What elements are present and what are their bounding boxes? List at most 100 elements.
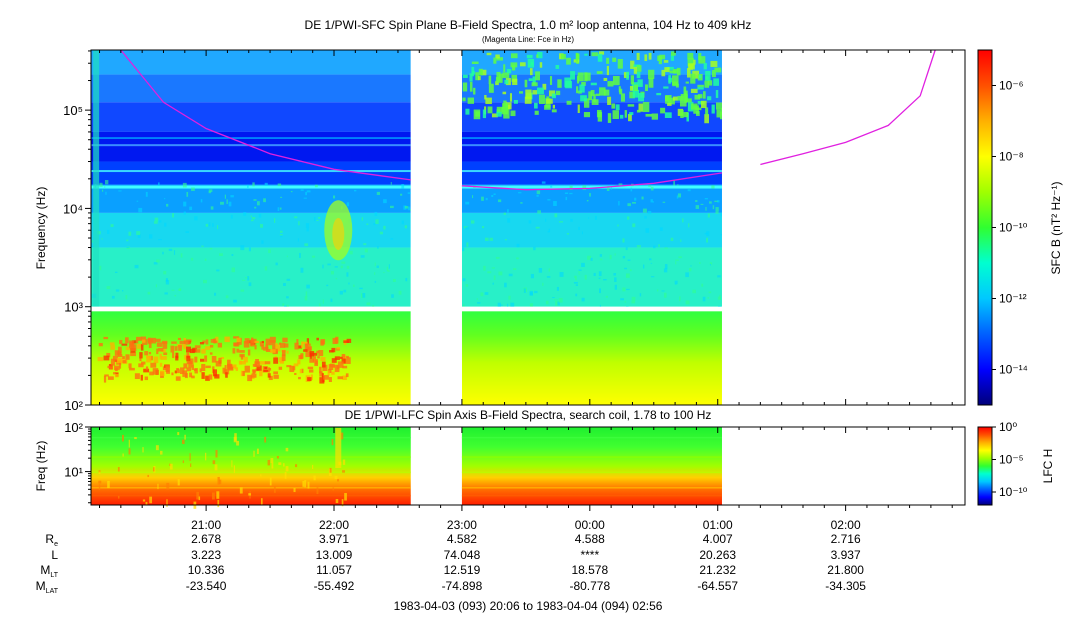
noise-speckle xyxy=(627,259,631,262)
noise-speckle xyxy=(279,234,283,236)
noise-speckle xyxy=(642,208,647,213)
noise-speckle xyxy=(311,255,316,258)
low-band-emission xyxy=(331,358,337,363)
low-band-emission xyxy=(212,369,218,377)
low-band-emission xyxy=(194,356,198,363)
low-band-emission xyxy=(341,353,346,358)
lfc-emission xyxy=(190,463,192,467)
lfc-emission xyxy=(273,486,276,493)
lfc-emission xyxy=(342,470,346,473)
interference-line xyxy=(461,137,722,139)
chorus-emission xyxy=(549,76,553,85)
noise-speckle xyxy=(305,291,308,297)
low-band-emission xyxy=(293,363,299,367)
low-band-emission xyxy=(321,361,326,368)
chorus-emission xyxy=(656,92,662,96)
chorus-emission xyxy=(632,89,640,98)
chorus-emission xyxy=(685,81,689,84)
low-band-emission xyxy=(297,345,302,349)
noise-speckle xyxy=(185,231,190,233)
noise-speckle xyxy=(190,257,194,261)
lfc-colorbar-ticks: 10⁰ 10⁻⁵ 10⁻¹⁰ xyxy=(992,420,1028,499)
low-band-emission xyxy=(282,337,288,343)
noise-speckle xyxy=(189,206,193,211)
chorus-emission xyxy=(627,104,635,107)
noise-speckle xyxy=(383,225,386,230)
noise-speckle xyxy=(507,218,511,223)
chorus-emission xyxy=(504,79,509,85)
low-band-emission xyxy=(156,348,159,355)
low-band-emission xyxy=(280,342,286,348)
chorus-emission xyxy=(538,94,545,105)
lfc-emission xyxy=(334,475,338,480)
noise-speckle xyxy=(481,196,484,201)
interference-line xyxy=(91,170,411,173)
noise-speckle xyxy=(632,223,636,228)
low-band-emission xyxy=(312,356,316,362)
chorus-emission xyxy=(537,51,543,59)
low-band-emission xyxy=(174,346,178,351)
chorus-emission xyxy=(687,101,694,112)
chorus-emission xyxy=(519,91,523,94)
low-band-emission xyxy=(328,377,332,382)
noise-speckle xyxy=(599,258,603,261)
chorus-emission xyxy=(485,97,492,104)
colorbar-tick-label: 10⁻⁸ xyxy=(999,150,1024,164)
noise-speckle xyxy=(558,221,563,223)
data-gap xyxy=(721,50,965,405)
noise-speckle xyxy=(240,245,245,251)
chorus-emission xyxy=(607,96,612,105)
chorus-emission xyxy=(685,94,688,103)
chorus-emission xyxy=(548,90,556,97)
chorus-emission xyxy=(688,63,695,70)
chorus-emission xyxy=(670,51,676,56)
noise-speckle xyxy=(650,186,654,191)
ephemeris-value: 3.971 xyxy=(319,532,349,546)
noise-speckle xyxy=(650,276,655,278)
noise-speckle xyxy=(346,202,350,207)
chorus-emission xyxy=(575,52,579,62)
low-band-emission xyxy=(150,362,157,368)
low-band-emission xyxy=(312,352,318,356)
chorus-emission xyxy=(633,84,638,91)
low-band-emission xyxy=(144,351,149,356)
low-band-emission xyxy=(103,375,107,383)
noise-speckle xyxy=(373,222,376,226)
data-gap xyxy=(410,50,462,405)
low-band-emission xyxy=(331,371,335,375)
noise-speckle xyxy=(314,184,318,188)
chorus-emission xyxy=(607,113,612,123)
low-band-emission xyxy=(138,363,144,368)
low-band-emission xyxy=(97,357,103,362)
chorus-emission xyxy=(694,94,701,100)
chorus-emission xyxy=(716,109,722,118)
low-band-emission xyxy=(318,349,324,357)
noise-speckle xyxy=(593,272,596,276)
noise-speckle xyxy=(180,253,183,258)
low-band-emission xyxy=(122,360,127,364)
low-band-emission xyxy=(132,340,137,344)
low-band-emission xyxy=(260,361,266,365)
lfc-emission xyxy=(217,476,220,485)
lfc-channel-line xyxy=(461,471,722,474)
lfc-emission xyxy=(248,493,251,496)
low-band-emission xyxy=(252,369,255,374)
low-band-emission xyxy=(234,364,237,370)
chorus-emission xyxy=(612,57,617,62)
chorus-emission xyxy=(690,88,698,93)
noise-speckle xyxy=(208,222,211,227)
ephemeris-value: -64.557 xyxy=(697,579,738,593)
noise-speckle xyxy=(506,209,509,213)
noise-speckle xyxy=(622,238,625,243)
chorus-emission xyxy=(513,100,518,104)
noise-speckle xyxy=(264,182,268,186)
chorus-emission xyxy=(703,63,707,70)
low-band-emission xyxy=(300,354,303,360)
chorus-emission xyxy=(501,107,508,115)
chorus-emission xyxy=(551,93,556,99)
ephemeris-value: 4.007 xyxy=(703,532,733,546)
low-band-emission xyxy=(268,375,273,381)
low-band-emission xyxy=(239,353,245,358)
noise-speckle xyxy=(228,201,232,207)
low-band-emission xyxy=(320,357,326,362)
